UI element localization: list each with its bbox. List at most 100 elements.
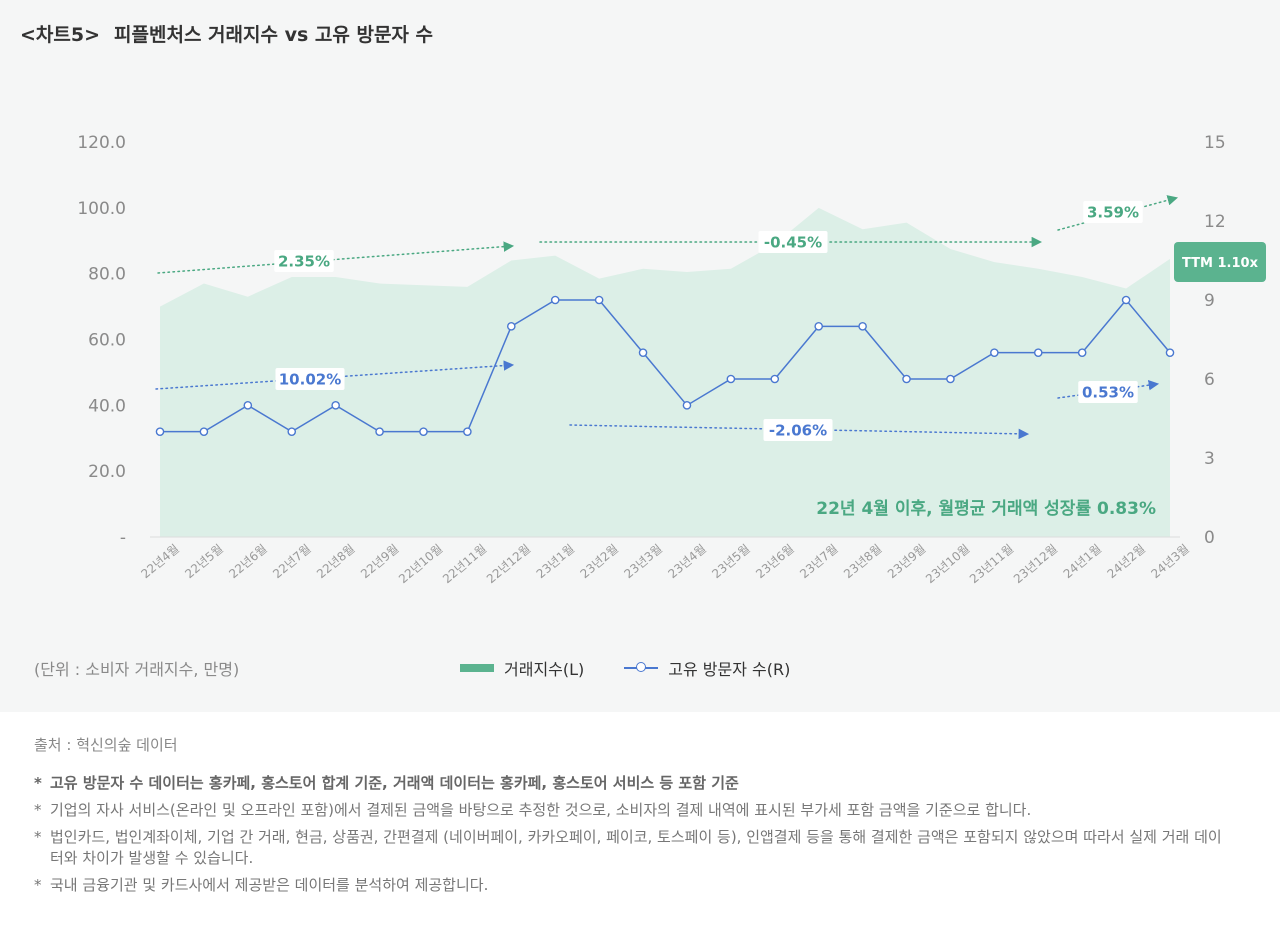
trend-label: 2.35%: [278, 253, 330, 271]
footnote-star: *: [34, 876, 42, 894]
x-axis-tick-label: 24년3월: [1148, 542, 1191, 582]
trend-label-background: [275, 368, 345, 390]
x-axis-tick-label: 24년1월: [1061, 542, 1104, 582]
visitor-point: [550, 295, 560, 305]
left-axis-tick-label: 100.0: [77, 199, 126, 219]
visitor-point: [419, 427, 428, 436]
footnote-text: 고유 방문자 수 데이터는 홍카페, 홍스토어 합계 기준, 거래액 데이터는 …: [50, 774, 739, 792]
x-axis-tick-label: 23년10월: [923, 542, 972, 587]
trend-label: 0.53%: [1082, 384, 1134, 402]
trend-arrow: [157, 241, 515, 274]
trend-label-background: [274, 250, 334, 272]
trend-label-background: [758, 231, 828, 253]
ttm-badge: [1174, 242, 1266, 282]
left-axis-tick-label: 60.0: [88, 331, 126, 351]
x-axis-tick-label: 23년7월: [797, 542, 840, 582]
x-axis-tick-label: 23년12월: [1011, 542, 1060, 587]
line-series-visitors: [160, 298, 1171, 433]
trend-label-background: [1083, 201, 1143, 223]
x-axis-tick-label: 22년4월: [138, 542, 181, 582]
visitor-point: [375, 427, 384, 436]
area-series-transactions: [160, 207, 1170, 538]
ttm-badge-label: TTM 1.10x: [1182, 256, 1259, 271]
right-axis-tick-label: 0: [1204, 528, 1215, 548]
trend-label: -0.45%: [764, 234, 822, 252]
left-axis-tick-label: 80.0: [88, 265, 126, 285]
trend-arrow: [155, 360, 515, 390]
x-axis-tick-label: 23년8월: [841, 542, 884, 582]
visitor-point: [858, 322, 867, 331]
footnote-2: * 기업의 자사 서비스(온라인 및 오프라인 포함)에서 결제된 금액을 바탕으…: [34, 800, 1234, 821]
x-axis-tick-label: 24년2월: [1105, 542, 1148, 582]
visitor-point: [638, 348, 648, 357]
x-axis-tick-label: 22년7월: [270, 542, 313, 582]
visitor-point: [770, 374, 780, 384]
trend-label: 10.02%: [279, 371, 341, 389]
right-axis-tick-label: 3: [1204, 449, 1215, 469]
visitor-point: [946, 374, 955, 384]
visitor-point: [594, 295, 604, 305]
visitor-point: [331, 401, 340, 410]
visitor-point: [1165, 348, 1175, 357]
visitor-point: [814, 322, 823, 331]
visitor-point: [287, 427, 297, 436]
trend-arrow: [569, 424, 1030, 440]
footer: 출처 : 혁신의숲 데이터 * 고유 방문자 수 데이터는 홍카페, 홍스토어 합…: [34, 734, 1234, 902]
left-axis-tick-label: 40.0: [88, 396, 126, 416]
right-axis-tick-label: 15: [1204, 133, 1226, 153]
right-axis-tick-label: 6: [1204, 370, 1215, 390]
right-axis-tick-label: 9: [1204, 291, 1215, 311]
visitor-point: [155, 427, 165, 436]
x-axis-tick-label: 23년11월: [967, 542, 1016, 587]
unit-note: (단위 : 소비자 거래지수, 만명): [34, 660, 240, 679]
footnote-star: *: [34, 774, 42, 792]
x-axis-tick-label: 22년8월: [314, 542, 357, 582]
visitor-point: [1033, 348, 1043, 357]
chart-legend: 거래지수(L) 고유 방문자 수(R): [460, 656, 790, 680]
x-axis-tick-label: 23년6월: [753, 542, 796, 582]
left-axis-tick-label: 20.0: [88, 462, 126, 482]
visitor-point: [1077, 348, 1087, 357]
visitor-point: [726, 374, 736, 384]
footnote-text: 법인카드, 법인계좌이체, 기업 간 거래, 현금, 상품권, 간편결제 (네이…: [50, 828, 1222, 867]
combo-chart: - 20.0 40.0 60.0 80.0 100.0 120.0 0 3 6 9 12 15 22년…: [77, 133, 1266, 587]
footnote-star: *: [34, 801, 42, 819]
trend-label: 3.59%: [1087, 204, 1139, 222]
legend-area-label: 거래지수(L): [504, 660, 585, 679]
trend-label: -2.06%: [769, 422, 827, 440]
growth-highlight: 22년 4월 이후, 월평균 거래액 성장률 0.83%: [816, 498, 1156, 519]
footnote-text: 기업의 자사 서비스(온라인 및 오프라인 포함)에서 결제된 금액을 바탕으로…: [50, 801, 1032, 819]
footnote-3: * 법인카드, 법인계좌이체, 기업 간 거래, 현금, 상품권, 간편결제 (네…: [34, 827, 1234, 869]
footnote-text: 국내 금융기관 및 카드사에서 제공받은 데이터를 분석하여 제공합니다.: [50, 876, 489, 894]
chart-title: <차트5> 피플벤처스 거래지수 vs 고유 방문자 수: [20, 20, 433, 47]
legend-line-label: 고유 방문자 수(R): [668, 660, 791, 679]
left-axis-tick-label: 120.0: [77, 133, 126, 153]
trend-label-background: [1078, 381, 1138, 403]
x-axis-tick-label: 22년5월: [182, 542, 225, 582]
x-axis-tick-label: 22년10월: [396, 542, 445, 587]
footnote-star: *: [34, 828, 42, 846]
visitor-point: [682, 401, 692, 410]
right-axis-tick-label: 12: [1204, 212, 1226, 232]
x-axis-tick-label: 23년1월: [534, 542, 577, 582]
visitor-point: [990, 348, 999, 357]
visitor-point: [243, 401, 253, 410]
footnote-1: * 고유 방문자 수 데이터는 홍카페, 홍스토어 합계 기준, 거래액 데이터는…: [34, 773, 1234, 794]
visitor-point: [507, 322, 516, 331]
x-axis-tick-label: 22년11월: [440, 542, 489, 587]
visitor-point: [199, 427, 209, 436]
x-axis-tick-label: 23년3월: [622, 542, 665, 582]
visitor-point: [463, 427, 472, 436]
chart-title-text: 피플벤처스 거래지수 vs 고유 방문자 수: [114, 24, 434, 46]
left-axis-tick-label: -: [120, 528, 126, 548]
legend-line-swatch: [624, 662, 659, 672]
visitor-point: [902, 374, 911, 384]
source-note: 출처 : 혁신의숲 데이터: [34, 736, 178, 754]
x-axis-tick-label: 22년12월: [484, 542, 533, 587]
x-axis-tick-label: 23년2월: [578, 542, 621, 582]
chart-number-tag: <차트5>: [20, 24, 101, 46]
trend-label-background: [763, 419, 833, 441]
footnote-4: * 국내 금융기관 및 카드사에서 제공받은 데이터를 분석하여 제공합니다.: [34, 875, 1234, 896]
visitor-point: [1121, 295, 1131, 305]
x-axis-tick-label: 23년4월: [665, 542, 708, 582]
